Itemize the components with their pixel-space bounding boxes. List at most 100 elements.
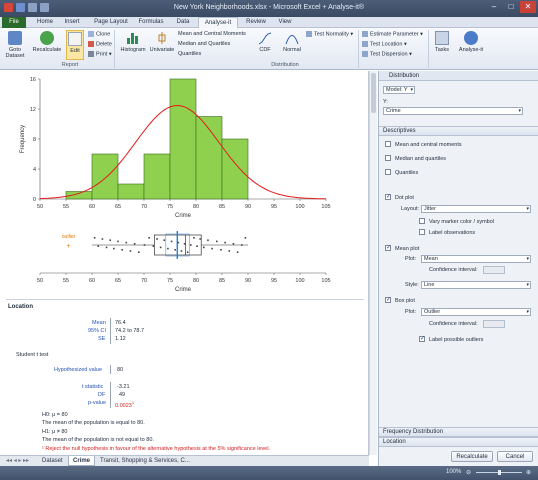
title-bar: New York Neighborhoods.xlsx - Microsoft … [0,0,538,17]
scrollbar-thumb[interactable] [371,73,376,113]
tab-file[interactable]: File [2,17,26,28]
mean-central-moments-button[interactable]: Mean and Central Moments [178,31,246,37]
outlier-point: + [67,243,71,250]
close-icon[interactable]: ✕ [520,1,536,13]
minimize-icon[interactable]: – [491,2,497,11]
section-frequency-distribution[interactable]: Frequency Distribution [379,427,538,437]
sheet-tab-transit[interactable]: Transit, Shopping & Services, C... [100,458,190,464]
cancel-button[interactable]: Cancel [497,451,533,462]
tab-page-layout[interactable]: Page Layout [94,19,128,25]
tab-insert[interactable]: Insert [64,19,80,25]
goto-dataset-button[interactable]: Goto Dataset [4,31,26,59]
test-normality-button[interactable]: Test Normality ▾ [306,31,353,37]
edit-icon [68,32,82,46]
analyse-it-icon [464,31,478,45]
quantiles-button[interactable]: Quantiles [178,51,202,57]
mean-plot-checkbox[interactable]: Mean plot [385,244,419,252]
tab-analyse-it[interactable]: Analyse-it [198,17,238,28]
normal-button[interactable]: Normal [280,31,304,53]
recalculate-button[interactable]: Recalculate [30,31,64,53]
data-point [105,246,108,249]
recalculate-button[interactable]: Recalculate [451,451,493,462]
data-point [177,241,180,244]
hypothesized-value: 80 [117,367,124,373]
clone-button[interactable]: Clone [88,31,110,37]
analyse-it-button[interactable]: Analyse-it [456,31,486,53]
test-dispersion-button[interactable]: Test Dispersion ▾ [362,51,412,57]
data-point [186,251,189,253]
redo-icon[interactable] [40,3,49,12]
x-tick-label: 95 [271,204,277,210]
data-point [211,247,213,250]
x-tick-label: 90 [245,204,251,210]
median-quartiles-button[interactable]: Median and Quartiles [178,41,231,47]
estimate-parameter-button[interactable]: Estimate Parameter ▾ [362,31,423,37]
median-quartiles-checkbox[interactable]: Median and quartiles [385,155,446,162]
y-tick-label: 8 [33,137,36,143]
zoom-in-icon[interactable]: ⊕ [526,470,532,476]
cdf-button[interactable]: CDF [255,31,275,53]
print-icon [88,51,94,57]
h1-statement: H1: μ ≠ 80 [42,429,68,435]
histogram-bar [117,183,145,200]
y-tick-label: 4 [33,167,36,173]
histogram-button[interactable]: Histogram [118,31,148,53]
model-select[interactable]: Model: Y ▾ [383,86,415,94]
report-sheet[interactable]: 0 4 8 12 16 50 55 60 65 70 75 80 85 90 95 100 105 Crime Fr… [0,71,369,455]
box-ci-input[interactable] [483,320,505,328]
sheet-nav-arrows[interactable]: ◂◂ ◂ ▸ ▸▸ [6,458,30,464]
vary-marker-checkbox[interactable]: Vary marker color / symbol [419,218,494,225]
dot-plot-checkbox[interactable]: Dot plot [385,193,414,201]
chevron-down-icon: ▾ [526,206,529,212]
y-variable-select[interactable]: Crime ▾ [383,107,523,115]
tab-home[interactable]: Home [36,19,53,25]
data-point [163,239,166,241]
x-tick-label: 50 [37,278,43,284]
table-divider [110,382,111,408]
univariate-button[interactable]: Univariate [148,31,176,53]
x-tick-label: 85 [219,204,225,210]
sheet-tab-dataset[interactable]: Dataset [42,458,63,464]
style-select[interactable]: Line ▾ [421,281,531,289]
data-point [117,240,119,243]
print-button[interactable]: Print ▾ [88,51,112,57]
mean-moments-checkbox[interactable]: Mean and central moments [385,141,462,148]
mean-label: Mean [92,320,106,326]
data-point [156,238,158,240]
layout-select[interactable]: Jitter ▾ [421,205,531,213]
box-plot-checkbox[interactable]: Box plot [385,296,415,304]
box-plot-select[interactable]: Outlier ▾ [421,308,531,316]
section-location[interactable]: Location [379,437,538,447]
edit-button[interactable]: Edit [66,30,84,60]
label-outliers-checkbox[interactable]: Label possible outliers [419,335,483,343]
ttest-heading: Student t test [16,352,49,358]
p-value: 0.00231 [115,400,134,409]
save-icon[interactable] [16,3,25,12]
chevron-down-icon: ▾ [526,256,529,262]
test-location-button[interactable]: Test Location ▾ [362,41,407,47]
excel-app-icon[interactable] [4,3,13,12]
p-value-footnote-mark: 1 [131,400,135,405]
mean-ci-band [165,233,190,257]
mean-ci-input[interactable] [483,266,505,274]
window-title: New York Neighborhoods.xlsx - Microsoft … [173,4,365,11]
delete-button[interactable]: Delete [88,41,112,47]
mean-value: 76.4 [115,320,126,326]
tasks-button[interactable]: Tasks [432,31,452,53]
sheet-tab-crime[interactable]: Crime [68,456,96,466]
tab-review[interactable]: Review [246,19,266,25]
zoom-slider-thumb[interactable] [498,470,501,475]
tab-view[interactable]: View [278,19,292,25]
vertical-scrollbar[interactable] [369,71,377,455]
zoom-out-icon[interactable]: ⊖ [466,470,472,476]
tab-data[interactable]: Data [176,19,190,25]
mean-plot-select[interactable]: Mean ▾ [421,255,531,263]
delete-icon [88,41,94,47]
undo-icon[interactable] [28,3,37,12]
quantiles-checkbox[interactable]: Quantiles [385,169,418,176]
group-label-distribution: Distribution [271,62,299,68]
label-observations-checkbox[interactable]: Label observations [419,229,475,236]
section-descriptives[interactable]: Descriptives [379,126,538,136]
maximize-icon[interactable]: □ [508,2,514,11]
tab-formulas[interactable]: Formulas [138,19,164,25]
